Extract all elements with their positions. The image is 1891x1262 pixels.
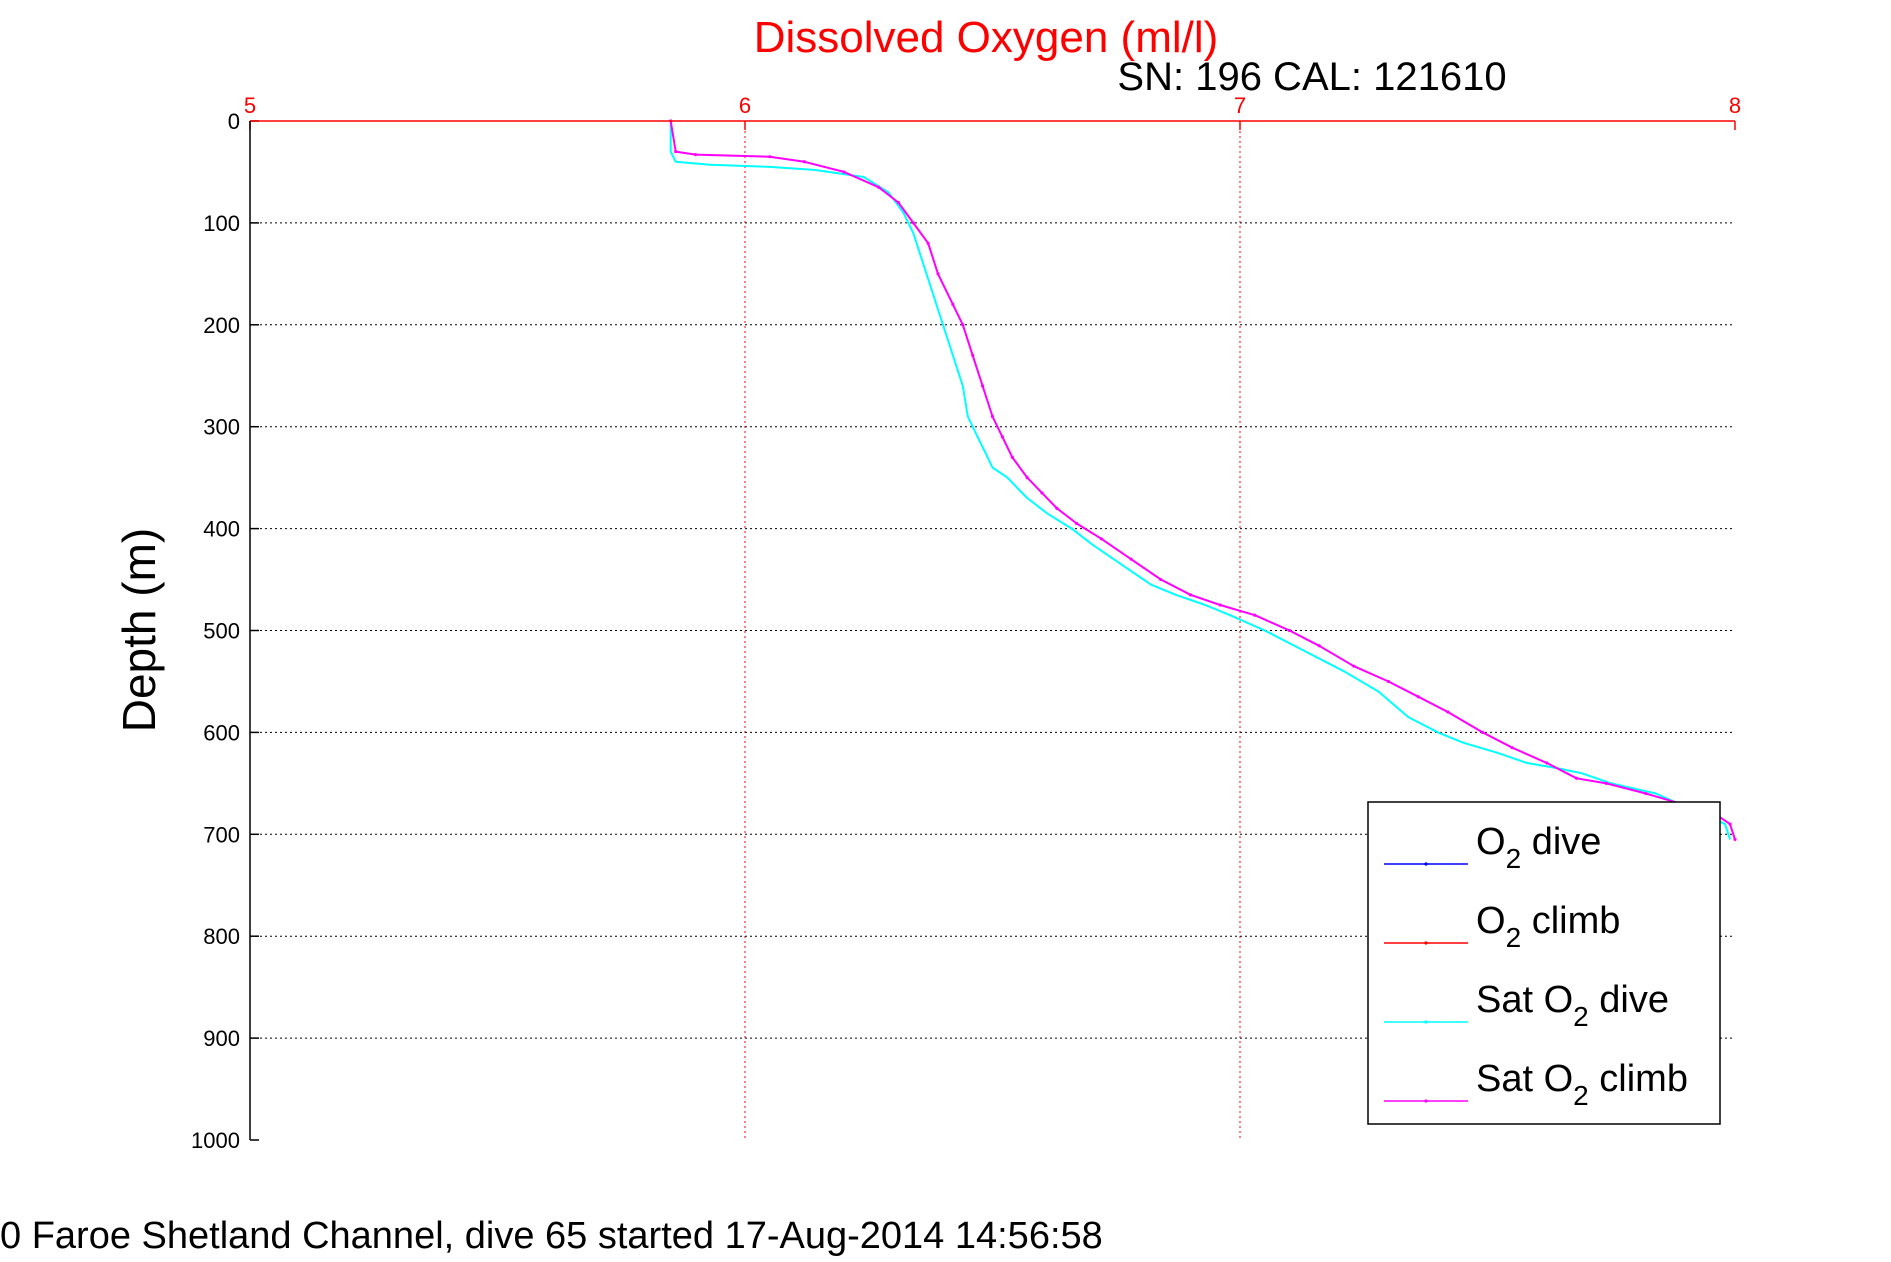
legend-label: O2 dive [1476,821,1601,874]
series-point [1317,644,1321,648]
series-point [1416,695,1420,699]
series-point [1075,521,1079,526]
series-point [1545,761,1549,765]
series-point [1129,557,1133,561]
series-point [951,302,955,307]
y-tick-label: 200 [203,313,240,338]
series-point [1055,506,1059,510]
legend-label: Sat O2 dive [1476,979,1669,1032]
y-tick-label: 100 [203,211,240,236]
series-point [1386,679,1391,684]
series-point [1188,593,1193,597]
series-point [1480,730,1485,735]
series-point [877,185,881,189]
series-point [674,149,678,154]
legend-marker [1424,941,1428,945]
series-point [926,241,930,245]
series-point [1253,613,1257,617]
series-point [768,155,772,159]
series-point [1604,781,1608,785]
x-tick-label: 7 [1234,93,1246,118]
series-point [1510,746,1514,750]
legend-label: Sat O2 climb [1476,1058,1688,1111]
legend-marker [1424,1020,1428,1024]
chart-subtitle: SN: 196 CAL: 121610 [1117,55,1506,99]
series-point [1000,435,1005,439]
y-tick-label: 300 [203,415,240,440]
y-tick-label: 500 [203,619,240,644]
footer-caption: 0 Faroe Shetland Channel, dive 65 starte… [0,1215,1103,1257]
x-tick-label: 6 [739,93,751,118]
series-point [1025,476,1029,480]
y-axis-label: Depth (m) [113,528,165,732]
y-tick-label: 800 [203,924,240,949]
series-point [1728,822,1732,826]
series-point [971,353,975,357]
series-point [896,200,901,205]
series-point [961,323,965,327]
plot-lines [669,119,1737,841]
x-tick-label: 8 [1729,93,1741,118]
series-point [1099,537,1103,541]
series-point [1352,664,1356,668]
series-point [1010,455,1014,459]
y-tick-label: 900 [203,1026,240,1051]
series-point [981,384,985,388]
legend-box [1367,801,1721,1125]
chart-title: Dissolved Oxygen (ml/l) [754,13,1219,62]
series-point [911,221,915,225]
legend: O2 dive O2 climb Sat O2 dive Sat O2 climb [1367,801,1721,1125]
legend-marker [1424,1099,1428,1103]
series-point [1040,491,1044,495]
series-point [1159,577,1163,582]
series-point [1575,776,1579,780]
axes: 5 6 7 8 0 100 200 300 400 500 600 700 800 900 1000 [191,93,1741,1153]
series-point [1218,603,1222,607]
series-point [1644,791,1648,796]
y-tick-label: 700 [203,822,240,847]
series-point [842,170,846,174]
series-line-sat-o2-dive [669,121,1731,840]
series-point [693,153,698,157]
series-line-sat-o2-climb [669,120,1736,840]
series-point [936,272,940,276]
y-tick-label: 0 [228,109,240,134]
x-tick-label: 5 [244,93,256,118]
y-tick-label: 1000 [191,1128,240,1153]
series-point [990,414,995,419]
y-tick-label: 400 [203,517,240,542]
series-point [802,160,807,164]
legend-label: O2 climb [1476,900,1620,953]
series-point [1287,628,1292,633]
series-point [1446,710,1450,714]
series-point [1733,837,1737,841]
y-tick-label: 600 [203,720,240,745]
legend-marker [1424,862,1428,866]
